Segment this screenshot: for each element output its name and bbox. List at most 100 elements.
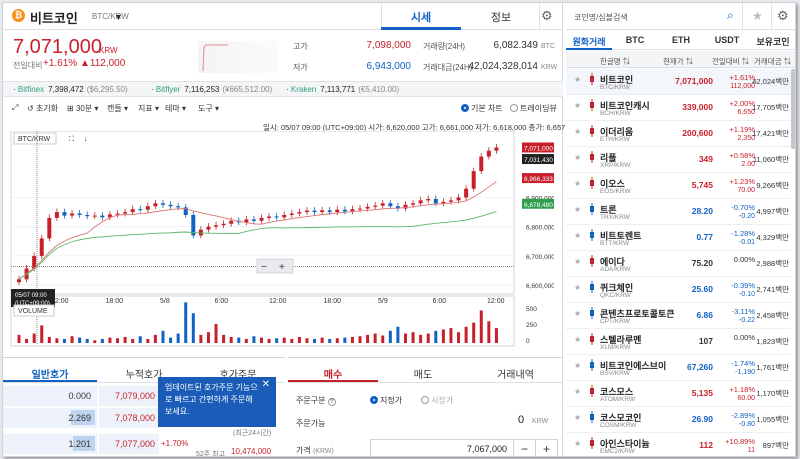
market-row[interactable]: ★ 트론 TRX/KRW 28.20 -0.70% -0.20 4,997백만 bbox=[566, 199, 791, 225]
orderbook-row[interactable]: 0.000 7,079,000 bbox=[3, 386, 283, 406]
tab-buy[interactable]: 매수 bbox=[323, 370, 343, 381]
gear-icon[interactable]: ⚙ bbox=[541, 8, 553, 23]
market-row[interactable]: ★ 퀴크체인 QKC/KRW 25.60 -0.39% -0.10 2,741백만 bbox=[566, 277, 791, 303]
market-row[interactable]: ★ 비트코인 BTC/KRW 7,071,000 +1.61% 112,000 42,024… bbox=[566, 69, 791, 95]
interval-select[interactable]: ⊞ 30분 ▾ bbox=[67, 104, 99, 113]
market-row[interactable]: ★ 콘텐츠프로토콜토큰 CPT/KRW 6.86 -3.11% -0.22 2,458백만 bbox=[566, 303, 791, 329]
tab-normal-orderbook[interactable]: 일반호가 bbox=[31, 370, 69, 381]
search-input[interactable]: 코인명/심볼검색 bbox=[574, 13, 628, 22]
market-row[interactable]: ★ 비트토렌트 BTT/KRW 0.77 -1.28% -0.01 4,329백만 bbox=[566, 225, 791, 251]
mini-candle-icon bbox=[588, 359, 596, 371]
candle bbox=[32, 255, 37, 269]
star-icon[interactable]: ★ bbox=[574, 257, 582, 266]
active-tab-indicator bbox=[288, 380, 378, 382]
star-icon[interactable]: ★ bbox=[752, 9, 763, 23]
star-icon[interactable]: ★ bbox=[574, 439, 582, 448]
tools-select[interactable]: 도구 ▾ bbox=[198, 104, 219, 113]
star-icon[interactable]: ★ bbox=[574, 101, 582, 110]
radio-on bbox=[461, 104, 469, 112]
candle-select[interactable]: 캔들 ▾ bbox=[107, 104, 128, 113]
help-icon[interactable]: ? bbox=[327, 398, 336, 406]
coin-change-amt: 60.00 bbox=[737, 395, 755, 402]
star-icon[interactable]: ★ bbox=[574, 413, 582, 422]
market-row[interactable]: ★ 코스모코인 COSM/KRW 26.90 -2.89% -0.80 1,055백만 bbox=[566, 407, 791, 433]
ohlc-readout: 일시: 05/07 09:00 (UTC+09:00) 시가: 6,620,00… bbox=[263, 123, 634, 132]
coin-change-pct: +1.61% bbox=[729, 73, 755, 82]
volume-bar bbox=[184, 302, 188, 343]
market-row[interactable]: ★ 비트코인캐시 BCH/KRW 339,000 +2.00% 6,650 17,705백만 bbox=[566, 95, 791, 121]
coin-change-pct: -2.89% bbox=[731, 411, 755, 420]
scrollbar[interactable] bbox=[791, 69, 795, 149]
star-icon[interactable]: ★ bbox=[574, 75, 582, 84]
tab-eth[interactable]: ETH bbox=[672, 35, 690, 45]
expand-icon[interactable]: ⤢ bbox=[12, 103, 19, 112]
header-name[interactable]: 한글명 ⇅ bbox=[600, 57, 631, 66]
star-icon[interactable]: ★ bbox=[574, 387, 582, 396]
star-icon[interactable]: ★ bbox=[574, 231, 582, 240]
orderbook-row[interactable]: 2.269 7,078,000 bbox=[3, 408, 283, 428]
market-row[interactable]: ★ 아인스타이늄 EMC2/KRW 112 +10.89% 11 897백만 bbox=[566, 433, 791, 456]
coin-volume: 11,060백만 bbox=[752, 155, 789, 164]
tradingview-radio[interactable]: 트레이딩뷰 bbox=[510, 103, 557, 114]
market-row[interactable]: ★ 이더리움 ETH/KRW 200,600 +1.19% 2,350 17,421백만 bbox=[566, 121, 791, 147]
star-icon[interactable]: ★ bbox=[574, 205, 582, 214]
star-icon[interactable]: ★ bbox=[574, 361, 582, 370]
coin-price: 28.20 bbox=[691, 206, 713, 216]
limit-radio[interactable]: 지정가 bbox=[370, 395, 402, 406]
market-row[interactable]: ★ 이오스 EOS/KRW 5,745 +1.23% 70.00 9,266백만 bbox=[566, 173, 791, 199]
tab-history[interactable]: 거래내역 bbox=[497, 370, 534, 381]
coin-name: 비트코인에스브이 bbox=[600, 361, 667, 371]
search-icon[interactable]: ⌕ bbox=[727, 8, 734, 22]
coin-change-amt: 70.00 bbox=[737, 187, 755, 194]
ask-pct: +1.70% bbox=[161, 439, 189, 448]
tab-krw[interactable]: 원화거래 bbox=[572, 37, 606, 47]
tab-quote[interactable]: 시세 bbox=[410, 12, 432, 24]
star-icon[interactable]: ★ bbox=[574, 335, 582, 344]
star-icon[interactable]: ★ bbox=[574, 309, 582, 318]
candle bbox=[206, 226, 211, 230]
coin-name: 이더리움 bbox=[600, 127, 634, 137]
price-increment-button[interactable]: + bbox=[536, 439, 558, 456]
price-decrement-button[interactable]: − bbox=[514, 439, 536, 456]
tab-holdings[interactable]: 보유코인 bbox=[756, 37, 790, 47]
candle bbox=[289, 213, 294, 215]
star-icon[interactable]: ★ bbox=[574, 179, 582, 188]
header-price[interactable]: 현재가 ⇅ bbox=[663, 57, 694, 66]
coin-name[interactable]: 비트코인 bbox=[30, 11, 78, 26]
orderbook-row[interactable]: 1.201 7,077,000 +1.70% bbox=[3, 434, 283, 454]
basic-chart-radio[interactable]: 기본 차트 bbox=[461, 103, 503, 114]
price-input[interactable]: 7,067,000 bbox=[370, 439, 514, 456]
gear-icon[interactable]: ⚙ bbox=[777, 8, 789, 23]
zoom-controls[interactable] bbox=[256, 258, 294, 274]
star-icon[interactable]: ★ bbox=[574, 127, 582, 136]
header-change[interactable]: 전일대비 ⇅ bbox=[712, 57, 750, 66]
star-icon[interactable]: ★ bbox=[574, 153, 582, 162]
low-label: 저가 bbox=[293, 63, 308, 72]
market-row[interactable]: ★ 비트코인에스브이 BSV/KRW 67,260 -1.74% -1,190 1,761백… bbox=[566, 355, 791, 381]
tab-btc[interactable]: BTC bbox=[625, 35, 645, 45]
volume-bar bbox=[350, 336, 354, 343]
theme-select[interactable]: 테마 ▾ bbox=[165, 104, 186, 113]
market-row[interactable]: ★ 리플 XRP/KRW 349 +0.58% 2.00 11,060백만 bbox=[566, 147, 791, 173]
market-radio[interactable]: 시장가 bbox=[421, 395, 453, 406]
tab-orderbook-order[interactable]: 호가주문 bbox=[219, 370, 257, 381]
tab-usdt[interactable]: USDT bbox=[714, 35, 740, 45]
tab-info[interactable]: 정보 bbox=[490, 12, 512, 24]
price-chart[interactable]: BTC/KRW⛶↓6,900,0006,800,0006,700,0006,60… bbox=[9, 131, 554, 353]
tab-sell[interactable]: 매도 bbox=[413, 370, 433, 381]
market-row[interactable]: ★ 코스모스 ATOM/KRW 5,135 +1.18% 60.00 1,170백만 bbox=[566, 381, 791, 407]
header-volume[interactable]: 거래대금 ⇅ bbox=[754, 57, 792, 66]
close-icon[interactable]: ✕ bbox=[261, 379, 270, 390]
sparkline bbox=[198, 41, 278, 73]
market-row[interactable]: ★ 스텔라루멘 XLM/KRW 107 0.00% 1,823백만 bbox=[566, 329, 791, 355]
volume-bar bbox=[343, 337, 347, 343]
volume-bar bbox=[434, 330, 438, 343]
indicator-select[interactable]: 지표 ▾ bbox=[138, 104, 159, 113]
market-row[interactable]: ★ 에이다 ADA/KRW 75.20 0.00% 2,988백만 bbox=[566, 251, 791, 277]
tab-cumulative-orderbook[interactable]: 누적호가 bbox=[125, 370, 163, 381]
candle bbox=[39, 238, 44, 256]
chevron-down-icon[interactable]: ▼ bbox=[114, 12, 123, 22]
reset-button[interactable]: ↺ 초기화 bbox=[27, 104, 59, 113]
star-icon[interactable]: ★ bbox=[574, 283, 582, 292]
volume-bar bbox=[419, 334, 423, 343]
